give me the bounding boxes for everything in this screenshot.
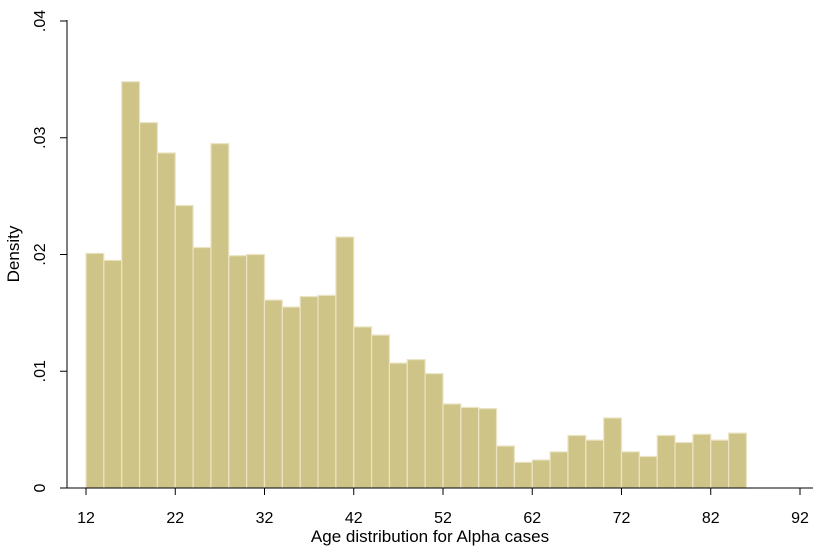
histogram-bar [656, 434, 676, 489]
x-axis-title: Age distribution for Alpha cases [311, 527, 549, 546]
x-tick-label: 12 [77, 510, 95, 527]
x-tick-label: 62 [523, 510, 541, 527]
histogram-bar [638, 455, 658, 489]
y-tick-label: .02 [32, 243, 49, 265]
histogram-bar [317, 294, 337, 489]
y-tick-label: 0 [32, 483, 49, 492]
histogram-bar [495, 445, 515, 489]
histogram-bar [478, 408, 498, 489]
histogram-bar [692, 433, 712, 489]
histogram-bar [192, 246, 212, 489]
histogram-bar [371, 334, 391, 489]
x-tick-label: 42 [345, 510, 363, 527]
histogram-bar [531, 459, 551, 489]
y-tick-label: .04 [32, 10, 49, 32]
histogram-bar [424, 372, 444, 489]
histogram-bar [210, 142, 230, 489]
histogram-bar [585, 439, 605, 489]
histogram-bar [603, 417, 623, 489]
x-tick-label: 82 [702, 510, 720, 527]
x-tick-label: 52 [434, 510, 452, 527]
y-tick-label: .01 [32, 360, 49, 382]
histogram-bar [353, 326, 373, 489]
y-ticks-group: 0 .01 .02 .03 .04 [32, 10, 67, 492]
histogram-bar [335, 236, 355, 489]
histogram-bar [620, 451, 640, 489]
histogram-bar [674, 441, 694, 489]
histogram-bar [281, 306, 301, 489]
histogram-bar [549, 451, 569, 489]
histogram-bar [460, 406, 480, 489]
histogram-bar [727, 432, 748, 489]
histogram-bar [513, 461, 533, 489]
histogram-bar [103, 259, 123, 489]
histogram-bar [174, 204, 194, 489]
histogram-bar [246, 253, 266, 489]
histogram-bar [121, 81, 141, 489]
x-ticks-group: 12 22 32 42 52 62 72 82 92 [77, 488, 809, 527]
histogram-bar [442, 403, 462, 489]
histogram-bar [406, 358, 426, 489]
histogram-bar [156, 152, 176, 489]
histogram-bar [85, 252, 105, 489]
bars-group [85, 81, 748, 489]
x-tick-label: 72 [613, 510, 631, 527]
histogram-bar [567, 434, 587, 489]
histogram-bar [263, 299, 283, 489]
x-tick-label: 22 [166, 510, 184, 527]
y-tick-label: .03 [32, 127, 49, 149]
x-tick-label: 32 [256, 510, 274, 527]
histogram-bar [138, 121, 159, 489]
y-axis-title: Density [4, 225, 23, 282]
histogram-bar [388, 362, 408, 489]
histogram-bar [299, 295, 319, 489]
histogram-bar [228, 255, 248, 489]
x-tick-label: 92 [791, 510, 809, 527]
histogram-bar [710, 439, 730, 489]
